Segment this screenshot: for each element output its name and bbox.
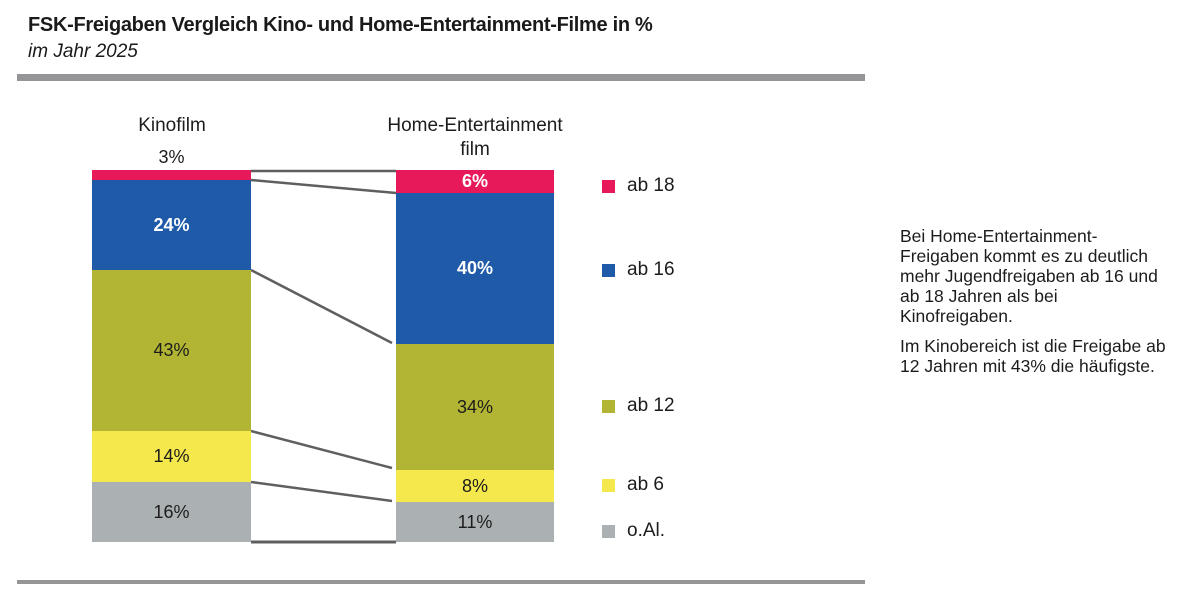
top-divider xyxy=(17,74,865,81)
kino-oal-value: 16% xyxy=(153,501,190,522)
legend-swatch-oal xyxy=(602,524,615,538)
kino-ab16-value: 24% xyxy=(153,214,190,235)
column-header-home: Home-Entertainment film xyxy=(355,114,595,162)
kino-ab12-value: 43% xyxy=(153,340,190,360)
kino-segment-oal: 16% xyxy=(92,482,251,542)
legend-swatch-ab18 xyxy=(602,179,615,193)
home-oal-value: 11% xyxy=(457,511,493,532)
kino-ab6-value: 14% xyxy=(153,446,190,466)
column-header-kino: Kinofilm xyxy=(92,114,252,138)
column-header-home-line2: film xyxy=(460,139,490,160)
legend-item-ab6: ab 6 xyxy=(602,474,664,496)
chart-subtitle: im Jahr 2025 xyxy=(28,41,138,62)
legend-label-ab16: ab 16 xyxy=(627,259,675,280)
home-segment-ab18: 6% xyxy=(396,170,554,193)
legend-label-ab18: ab 18 xyxy=(627,175,675,196)
home-ab12-value: 34% xyxy=(456,396,494,417)
legend-item-ab18: ab 18 xyxy=(602,175,675,197)
home-segment-oal: 11% xyxy=(396,502,554,542)
legend-swatch-ab12 xyxy=(602,399,615,413)
legend-item-ab12: ab 12 xyxy=(602,395,675,417)
annotation-note: Bei Home-Entertainment-Freigaben kommt e… xyxy=(900,226,1170,386)
bottom-divider xyxy=(17,580,865,584)
annotation-paragraph-2: Im Kinobereich ist die Freigabe ab 12 Ja… xyxy=(900,336,1166,376)
kino-ab18-label: 3% xyxy=(158,147,185,167)
legend-label-ab12: ab 12 xyxy=(627,395,675,416)
home-segment-ab16: 40% xyxy=(396,193,554,344)
legend-swatch-ab16 xyxy=(602,263,615,277)
annotation-paragraph-1: Bei Home-Entertainment-Freigaben kommt e… xyxy=(900,226,1158,326)
home-segment-ab12: 34% xyxy=(396,344,554,470)
legend-item-ab16: ab 16 xyxy=(602,259,675,281)
home-bar: 6% 40% 34% 8% 11% xyxy=(396,170,554,542)
home-ab18-value: 6% xyxy=(461,171,488,191)
kino-segment-ab18 xyxy=(92,170,251,180)
kino-segment-ab6: 14% xyxy=(92,431,251,482)
home-segment-ab6: 8% xyxy=(396,470,554,502)
chart-title: FSK-Freigaben Vergleich Kino- und Home-E… xyxy=(28,14,653,36)
column-header-kino-label: Kinofilm xyxy=(138,115,206,136)
kino-segment-ab12: 43% xyxy=(92,270,251,431)
legend-item-oal: o.Al. xyxy=(602,520,665,542)
home-ab6-value: 8% xyxy=(461,475,488,496)
column-header-home-line1: Home-Entertainment xyxy=(387,115,563,136)
legend-label-oal: o.Al. xyxy=(627,520,666,541)
kino-segment-ab16: 24% xyxy=(92,180,251,270)
home-ab16-value: 40% xyxy=(456,258,494,278)
legend-swatch-ab6 xyxy=(602,478,615,492)
legend-label-ab6: ab 6 xyxy=(627,474,664,495)
kino-bar: 24% 43% 14% 16% xyxy=(92,170,251,542)
